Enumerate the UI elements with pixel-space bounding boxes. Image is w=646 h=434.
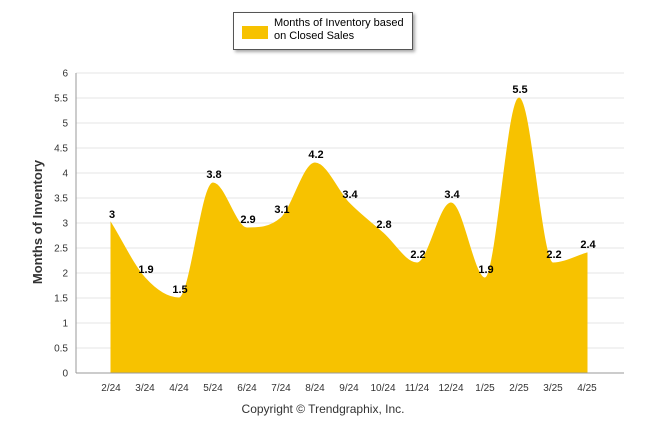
y-tick-label: 1 (62, 319, 68, 330)
x-tick-label: 8/24 (305, 383, 325, 394)
y-tick-labels: 0 0.5 1 1.5 2 2.5 3 3.5 4 4.5 5 5.5 6 (54, 69, 68, 380)
data-label: 1.5 (172, 284, 187, 296)
data-label: 3 (109, 209, 115, 221)
area-fill (110, 97, 588, 374)
x-tick-label: 4/25 (577, 383, 597, 394)
y-tick-label: 5.5 (54, 94, 68, 105)
x-tick-label: 4/24 (169, 383, 189, 394)
x-tick-label: 6/24 (237, 383, 257, 394)
y-tick-label: 4.5 (54, 144, 68, 155)
data-label: 2.2 (546, 249, 561, 261)
data-label: 2.2 (410, 249, 425, 261)
y-tick-label: 4 (62, 169, 68, 180)
y-tick-label: 2 (62, 269, 68, 280)
axes (75, 73, 624, 374)
x-tick-label: 2/25 (509, 383, 529, 394)
x-tick-label: 3/24 (135, 383, 155, 394)
x-tick-label: 1/25 (475, 383, 495, 394)
x-tick-label: 7/24 (271, 383, 291, 394)
data-label: 2.8 (376, 219, 391, 231)
x-tick-label: 10/24 (370, 383, 395, 394)
y-tick-label: 0 (62, 369, 68, 380)
legend-swatch (242, 26, 268, 39)
y-tick-label: 6 (62, 69, 68, 80)
data-label: 3.4 (444, 189, 460, 201)
y-axis-label: Months of Inventory (30, 159, 45, 284)
data-label: 4.2 (308, 149, 323, 161)
area-series (110, 97, 588, 374)
data-label: 1.9 (478, 264, 493, 276)
copyright-footer: Copyright © Trendgraphix, Inc. (241, 402, 405, 416)
x-tick-label: 11/24 (405, 383, 430, 394)
y-tick-label: 3 (62, 219, 68, 230)
legend-label: Months of Inventory based on Closed Sale… (274, 17, 404, 42)
data-label: 5.5 (512, 84, 527, 96)
y-tick-label: 5 (62, 119, 68, 130)
data-labels: 3 1.9 1.5 3.8 2.9 3.1 4.2 3.4 2.8 2.2 3.4 1.9 5.5 2.2… (109, 84, 597, 296)
y-tick-label: 2.5 (54, 244, 68, 255)
x-tick-label: 12/24 (438, 383, 463, 394)
x-tick-label: 9/24 (339, 383, 359, 394)
data-label: 2.9 (240, 214, 255, 226)
y-tick-label: 3.5 (54, 194, 68, 205)
x-tick-label: 2/24 (101, 383, 121, 394)
y-tick-label: 0.5 (54, 344, 68, 355)
x-tick-label: 3/25 (543, 383, 563, 394)
data-label: 3.8 (206, 169, 221, 181)
x-tick-label: 5/24 (203, 383, 223, 394)
y-tick-label: 1.5 (54, 294, 68, 305)
data-label: 3.1 (274, 204, 289, 216)
data-label: 2.4 (580, 239, 596, 251)
legend: Months of Inventory based on Closed Sale… (233, 12, 413, 50)
data-label: 3.4 (342, 189, 358, 201)
x-tick-labels: 2/24 3/24 4/24 5/24 6/24 7/24 8/24 9/24 10/24 11/… (101, 383, 597, 394)
data-label: 1.9 (138, 264, 153, 276)
